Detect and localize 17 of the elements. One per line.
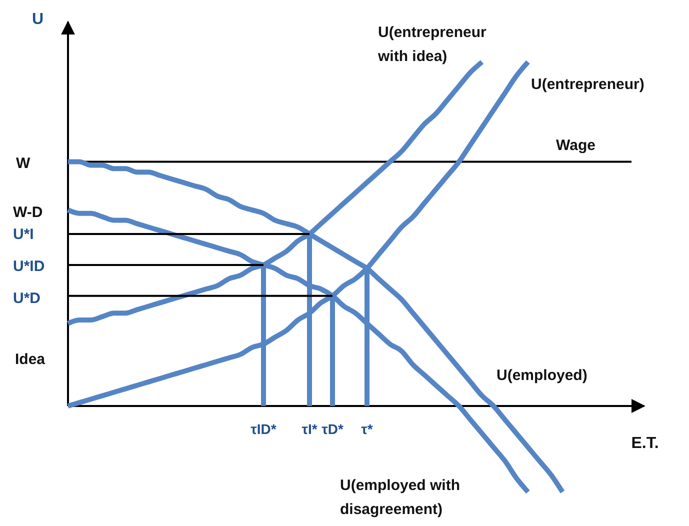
text: U(employed with disagreement) <box>340 477 460 518</box>
text: W <box>16 155 31 172</box>
x-axis-title: E.T. <box>631 435 659 452</box>
y-axis-title: U <box>32 11 44 28</box>
series-label: U(entrepreneur with idea) <box>377 24 487 65</box>
text: U*I <box>13 226 34 243</box>
x-tick-label: τD* <box>322 421 344 437</box>
text: W-D <box>13 204 43 221</box>
series-label: U(entrepreneur) <box>531 76 644 93</box>
series-label: U(employed) <box>496 367 588 384</box>
text: U*D <box>13 290 41 307</box>
series-label: Wage <box>556 136 596 154</box>
x-tick-label: τ* <box>361 421 374 437</box>
text: U*ID <box>13 258 45 275</box>
text: Idea <box>15 351 46 368</box>
x-tick-label: τID* <box>250 421 277 437</box>
x-tick-label: τI* <box>302 421 318 437</box>
